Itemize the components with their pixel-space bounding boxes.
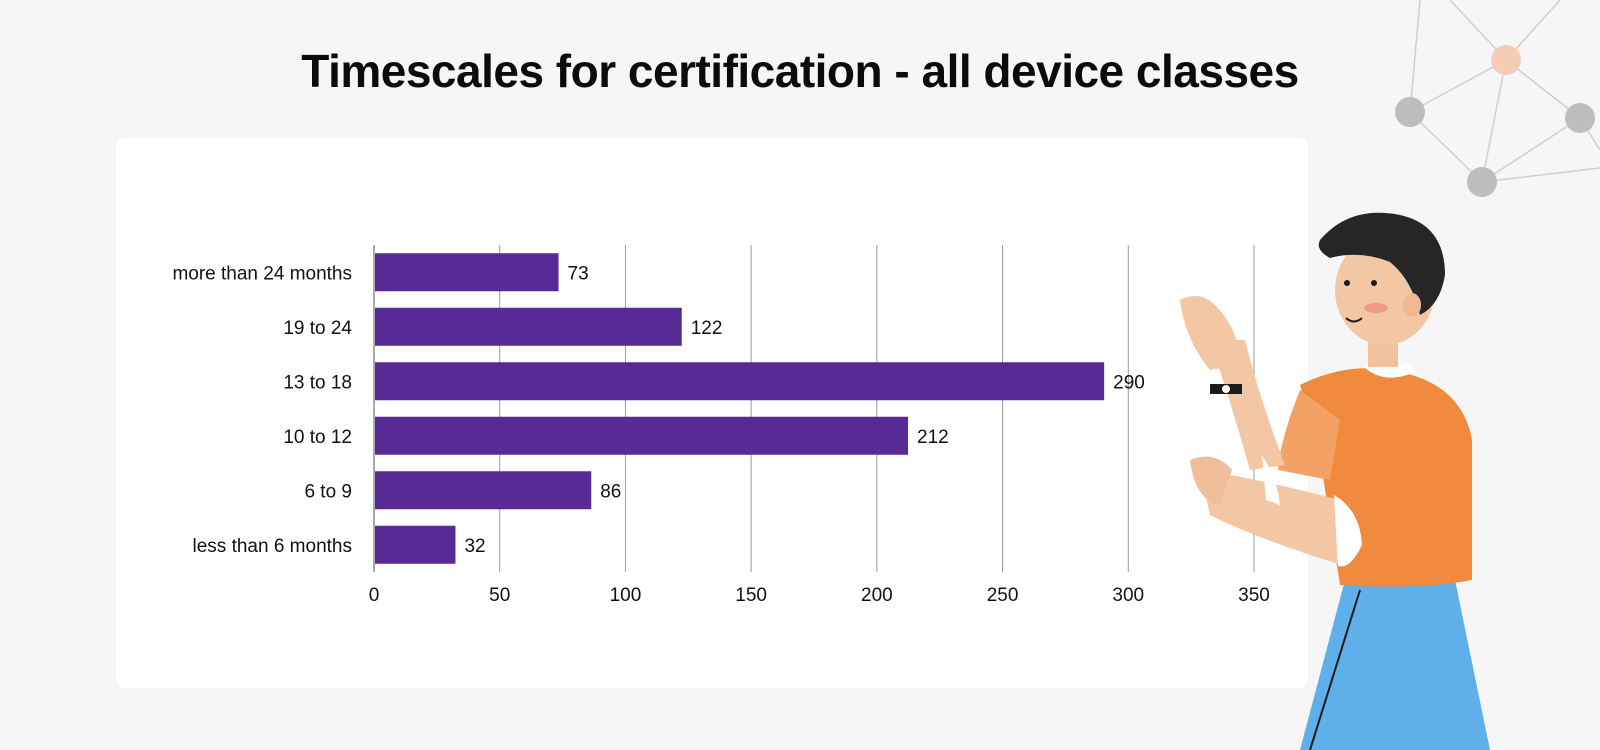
x-tick-label: 100 xyxy=(610,585,642,606)
x-tick-label: 150 xyxy=(735,585,767,606)
labels: 0 50 100 150 200 250 300 350 more than 24 months… xyxy=(172,263,1269,606)
bar xyxy=(375,471,592,510)
x-tick-label: 0 xyxy=(369,585,380,606)
bar-value-label: 122 xyxy=(691,318,723,339)
x-tick-label: 200 xyxy=(861,585,893,606)
y-category-label: 13 to 18 xyxy=(283,372,352,393)
y-category-label: 19 to 24 xyxy=(283,318,352,339)
bar xyxy=(375,525,456,564)
chart-title: Timescales for certification - all devic… xyxy=(301,45,1299,97)
y-category-label: more than 24 months xyxy=(172,263,352,284)
bar-value-label: 290 xyxy=(1113,372,1145,393)
y-category-label: 10 to 12 xyxy=(283,427,352,448)
person-figure xyxy=(1180,212,1490,750)
x-tick-label: 250 xyxy=(987,585,1019,606)
bar xyxy=(375,307,682,346)
bar xyxy=(375,253,559,292)
x-tick-label: 350 xyxy=(1238,585,1270,606)
bar-value-label: 212 xyxy=(917,427,949,448)
network-nodes xyxy=(1395,45,1595,197)
bar-value-label: 32 xyxy=(464,536,485,557)
bars xyxy=(375,253,1105,564)
y-category-label: less than 6 months xyxy=(193,536,352,557)
bar-value-label: 73 xyxy=(568,263,589,284)
network-decoration xyxy=(1409,0,1600,183)
bar xyxy=(375,416,909,455)
chart-panel xyxy=(116,138,1308,688)
x-tick-label: 300 xyxy=(1112,585,1144,606)
x-tick-label: 50 xyxy=(489,585,510,606)
y-category-label: 6 to 9 xyxy=(304,481,352,502)
bar-value-label: 86 xyxy=(600,481,621,502)
bar xyxy=(375,362,1105,401)
